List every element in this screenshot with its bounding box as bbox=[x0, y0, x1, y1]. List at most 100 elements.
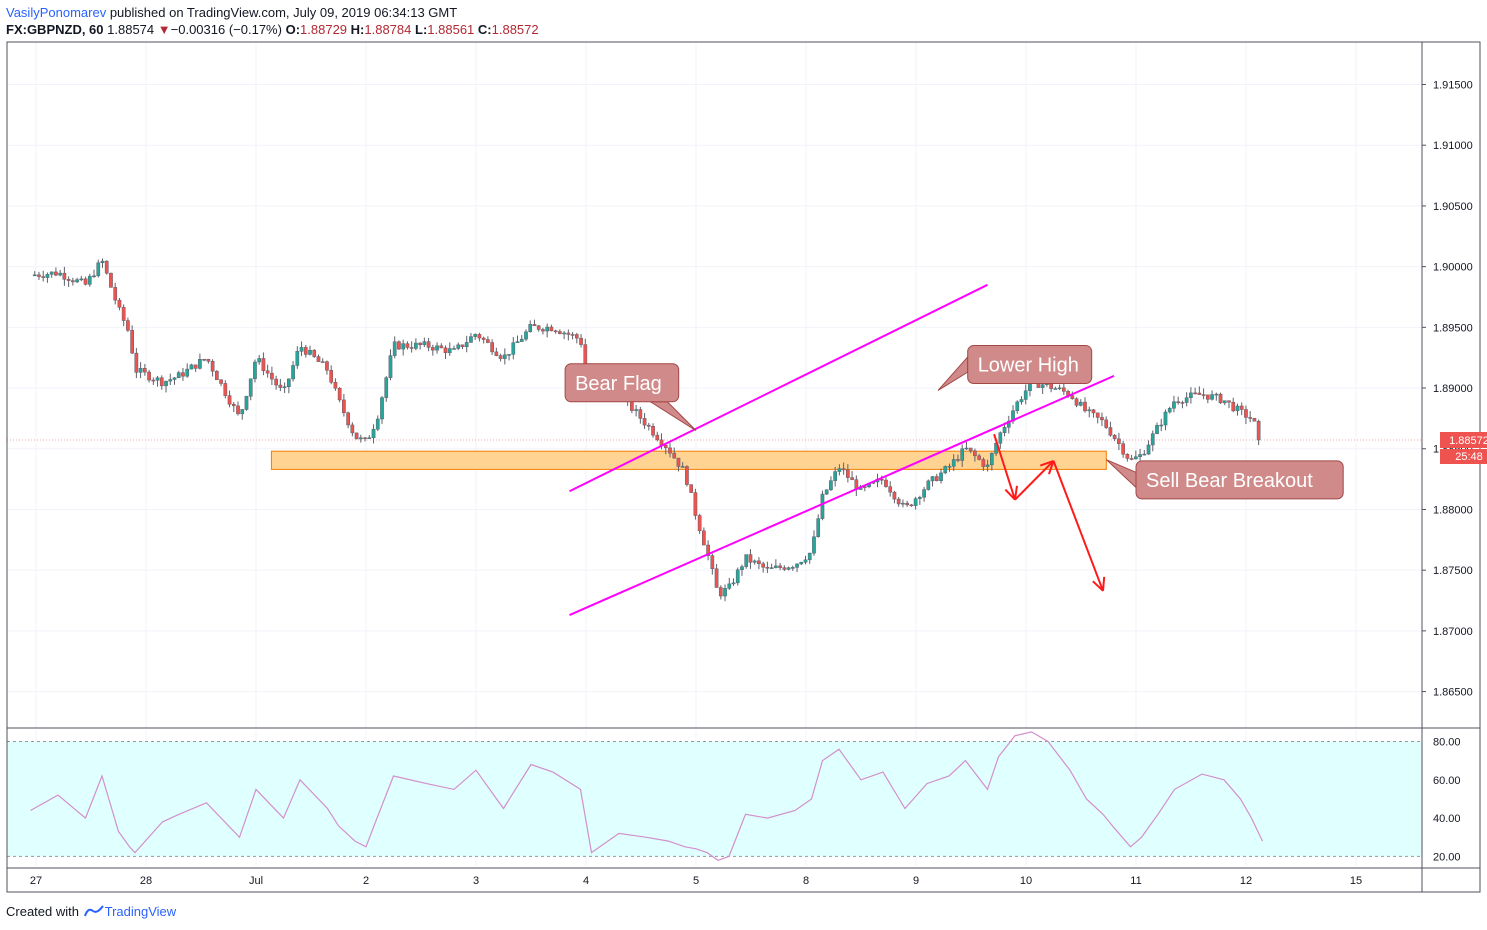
projection-arrow[interactable] bbox=[1014, 459, 1055, 501]
candle-body bbox=[265, 370, 270, 374]
candle-body bbox=[189, 364, 194, 370]
candle bbox=[401, 339, 406, 356]
candle-body bbox=[100, 260, 105, 264]
candle-body bbox=[113, 287, 118, 301]
symbol-label[interactable]: FX:GBPNZD, 60 bbox=[6, 22, 104, 37]
support-zone[interactable] bbox=[270, 450, 1107, 470]
channel-upper-line[interactable] bbox=[569, 283, 988, 493]
candle-body bbox=[142, 368, 147, 373]
candle bbox=[198, 353, 202, 370]
candle-body bbox=[651, 425, 655, 436]
candle-body bbox=[312, 349, 317, 357]
candle bbox=[354, 432, 359, 440]
candle bbox=[257, 354, 262, 365]
candle-body bbox=[799, 561, 804, 565]
candle-body bbox=[786, 567, 791, 570]
candle bbox=[909, 504, 914, 507]
candle bbox=[1197, 386, 1202, 395]
candle bbox=[1180, 400, 1185, 409]
callout-0[interactable]: Bear Flag bbox=[564, 363, 697, 431]
candle bbox=[443, 345, 448, 359]
candle-body bbox=[1078, 401, 1083, 406]
candle bbox=[490, 339, 494, 355]
candle bbox=[409, 341, 414, 353]
drawings[interactable]: Bear Flag Lower High Sell Bear Breakout bbox=[564, 283, 1344, 616]
candle bbox=[1146, 440, 1151, 455]
candle-body bbox=[401, 343, 406, 350]
callout-box bbox=[1135, 460, 1344, 500]
candle bbox=[1070, 391, 1075, 400]
candle bbox=[905, 500, 909, 507]
candle bbox=[227, 390, 232, 408]
candle bbox=[244, 395, 249, 411]
candle-body bbox=[494, 351, 499, 356]
candle bbox=[384, 376, 389, 402]
candle-body bbox=[1172, 401, 1176, 409]
candle-body bbox=[342, 399, 346, 414]
candle-body bbox=[464, 342, 469, 348]
author-link[interactable]: VasilyPonomarev bbox=[6, 5, 107, 20]
candle bbox=[62, 266, 67, 286]
candle bbox=[464, 335, 469, 353]
candle-body bbox=[977, 455, 981, 460]
channel-lower-line[interactable] bbox=[569, 374, 1115, 616]
support-zone-rect[interactable] bbox=[270, 450, 1107, 470]
candle bbox=[799, 561, 804, 566]
candle bbox=[1201, 388, 1206, 400]
candle bbox=[761, 561, 766, 573]
time-tick-label: 2 bbox=[363, 875, 369, 887]
candle-body bbox=[1201, 394, 1206, 396]
candle-body bbox=[181, 372, 185, 377]
candle-body bbox=[325, 361, 329, 371]
candle-body bbox=[282, 386, 287, 388]
candle bbox=[1163, 409, 1168, 431]
low-label: L: bbox=[415, 22, 428, 37]
candle bbox=[502, 348, 507, 365]
candle-body bbox=[210, 360, 215, 372]
callout-pointer bbox=[937, 355, 969, 391]
candle bbox=[837, 464, 842, 476]
candle-body bbox=[570, 334, 575, 336]
candle-body bbox=[155, 377, 160, 381]
candle-body bbox=[1184, 397, 1189, 403]
candles bbox=[7, 258, 1422, 602]
projection-arrow[interactable] bbox=[993, 433, 1018, 501]
candle-body bbox=[274, 378, 278, 386]
candle bbox=[329, 365, 334, 385]
candle bbox=[130, 325, 134, 355]
candle bbox=[1057, 384, 1062, 391]
candle bbox=[481, 336, 486, 344]
candle bbox=[1210, 390, 1214, 401]
candle-body bbox=[295, 351, 300, 366]
candle bbox=[901, 499, 905, 508]
candle bbox=[1167, 406, 1172, 414]
callout-2[interactable]: Sell Bear Breakout bbox=[1105, 459, 1344, 500]
arrow-head bbox=[1092, 580, 1104, 592]
candle-body bbox=[634, 409, 638, 411]
candle-body bbox=[905, 502, 909, 506]
candle bbox=[1227, 400, 1231, 409]
candle-body bbox=[443, 347, 448, 354]
candle-body bbox=[981, 459, 986, 467]
candle-body bbox=[922, 489, 926, 498]
candle-body bbox=[702, 530, 706, 546]
candle bbox=[956, 454, 960, 463]
candle bbox=[541, 327, 545, 335]
callout-seam bbox=[968, 356, 971, 373]
price-tick-label: 1.90000 bbox=[1433, 262, 1473, 274]
tradingview-brand[interactable]: TradingView bbox=[104, 904, 177, 919]
candle-body bbox=[964, 447, 969, 450]
candle-body bbox=[1095, 412, 1100, 418]
rsi-tick-label: 80.00 bbox=[1433, 736, 1461, 748]
projection-arrow[interactable] bbox=[1052, 460, 1106, 592]
candle bbox=[193, 364, 198, 372]
callout-1[interactable]: Lower High bbox=[937, 345, 1093, 391]
candle bbox=[841, 462, 846, 475]
candle bbox=[121, 304, 126, 327]
candle-body bbox=[1189, 392, 1193, 398]
candle-body bbox=[824, 489, 829, 495]
candle bbox=[248, 378, 253, 401]
candle-body bbox=[286, 378, 291, 387]
candle-body bbox=[892, 491, 897, 500]
